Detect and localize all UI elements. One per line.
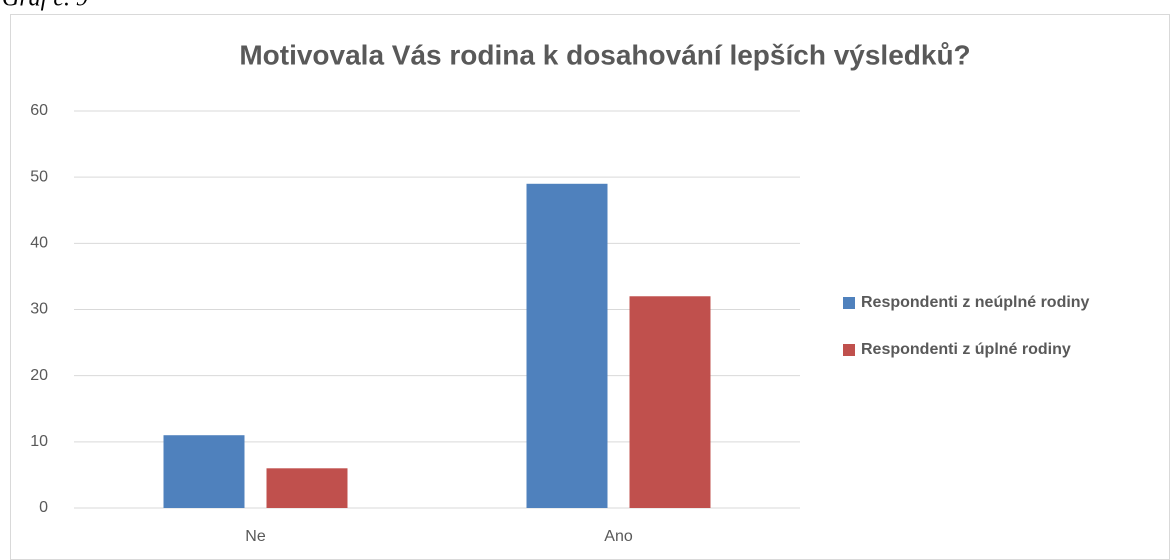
y-tick-label: 50 xyxy=(30,168,48,185)
bar xyxy=(629,296,711,508)
y-tick-label: 30 xyxy=(30,301,48,318)
y-tick-label: 10 xyxy=(30,433,48,450)
y-tick-label: 0 xyxy=(39,499,48,516)
y-tick-label: 20 xyxy=(30,367,48,384)
legend-swatch xyxy=(843,344,855,356)
legend-swatch xyxy=(843,297,855,309)
legend-label: Respondenti z neúplné rodiny xyxy=(861,294,1090,311)
y-tick-label: 60 xyxy=(30,102,48,119)
bar xyxy=(266,468,348,508)
caption: Graf č. 9 xyxy=(2,0,88,12)
x-tick-label: Ano xyxy=(604,528,633,545)
bar xyxy=(526,183,608,509)
bar xyxy=(163,435,245,508)
legend-label: Respondenti z úplné rodiny xyxy=(861,341,1071,358)
y-tick-label: 40 xyxy=(30,235,48,252)
chart-title: Motivovala Vás rodina k dosahování lepší… xyxy=(239,39,970,70)
x-tick-label: Ne xyxy=(245,528,266,545)
